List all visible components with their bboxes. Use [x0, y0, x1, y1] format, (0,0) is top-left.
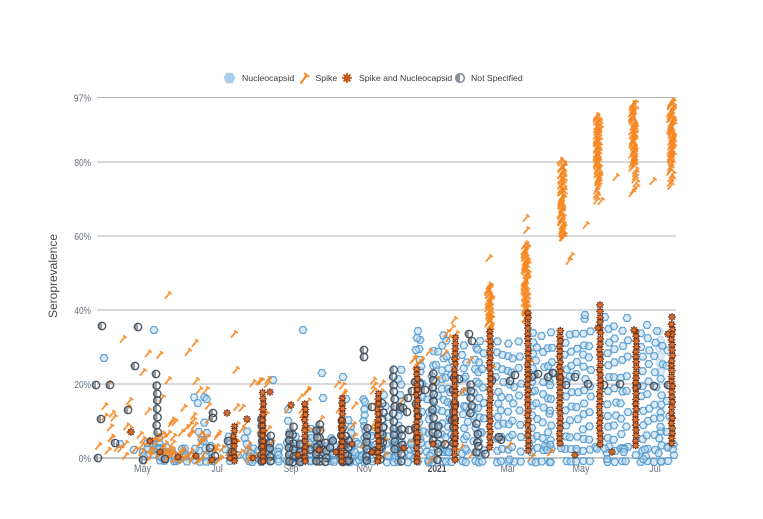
svg-text:Seroprevalence: Seroprevalence — [46, 234, 60, 318]
svg-text:80%: 80% — [74, 158, 91, 169]
svg-text:May: May — [134, 463, 151, 475]
svg-text:97%: 97% — [74, 93, 91, 104]
svg-text:Spike: Spike — [316, 73, 338, 83]
svg-text:May: May — [573, 463, 590, 475]
svg-text:20%: 20% — [74, 380, 91, 391]
svg-text:Jul: Jul — [211, 463, 223, 475]
svg-text:Nov: Nov — [357, 463, 373, 475]
svg-text:60%: 60% — [74, 232, 91, 243]
svg-text:0%: 0% — [79, 454, 91, 465]
svg-text:Jul: Jul — [649, 463, 661, 475]
svg-text:Mar: Mar — [501, 463, 516, 475]
svg-text:40%: 40% — [74, 306, 91, 317]
svg-text:Not Specified: Not Specified — [471, 73, 523, 83]
svg-text:Sep: Sep — [284, 463, 299, 475]
svg-text:Nucleocapsid: Nucleocapsid — [242, 73, 294, 83]
svg-text:Spike and Nucleocapsid: Spike and Nucleocapsid — [359, 73, 452, 83]
